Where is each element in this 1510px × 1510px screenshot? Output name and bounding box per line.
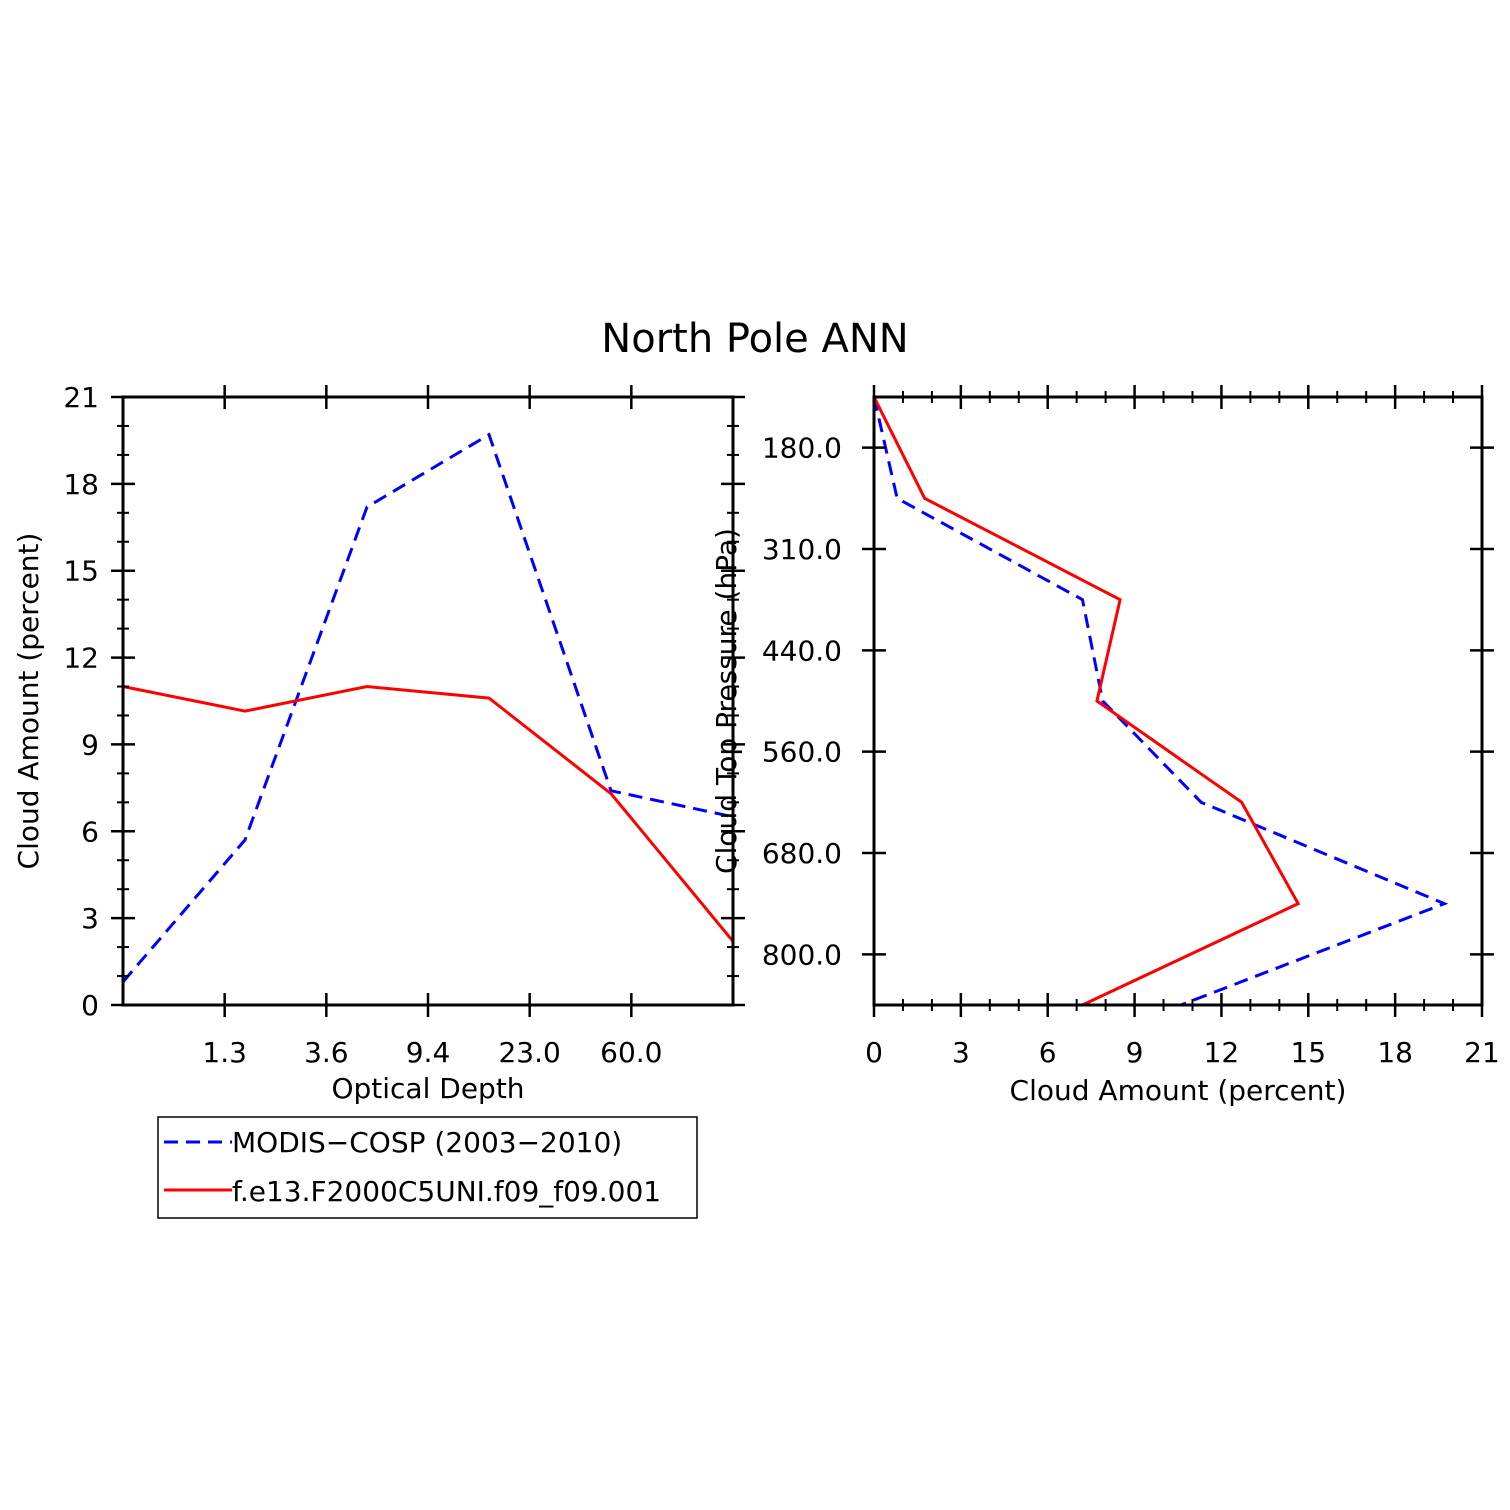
right-y-tick-label: 560.0 (762, 736, 842, 769)
optical-depth-panel: 0 3 6 9 12 15 18 21 1.3 3.6 9.4 23.0 60.0 Optical De… (12, 381, 745, 1105)
right-y-tick-label: 680.0 (762, 837, 842, 870)
right-model-line (872, 396, 1301, 1007)
right-obs-line (872, 396, 1449, 1007)
legend-frame (157, 1116, 698, 1219)
right-series-group (872, 396, 1449, 1007)
page-title: North Pole ANN (601, 316, 908, 362)
left-obs-line (121, 432, 734, 983)
left-x-tick-label: 9.4 (406, 1036, 451, 1069)
left-y-tick-label: 3 (81, 902, 99, 935)
left-series-group (121, 432, 735, 983)
left-y-tick-label: 21 (63, 381, 99, 414)
left-y-tick-label: 0 (81, 989, 99, 1022)
right-x-tick-label: 6 (1039, 1036, 1057, 1069)
left-x-tick-label: 23.0 (498, 1036, 560, 1069)
right-x-tick-label: 18 (1377, 1036, 1413, 1069)
left-y-tick-label: 6 (81, 815, 99, 848)
right-y-tick-label: 440.0 (762, 634, 842, 667)
right-y-axis-label: Cloud Top Pressure (hPa) (710, 528, 743, 874)
right-y-tick-label: 800.0 (762, 938, 842, 971)
legend: MODIS−COSP (2003−2010) f.e13.F2000C5UNI.… (157, 1116, 698, 1219)
right-x-axis-label: Cloud Amount (percent) (1010, 1074, 1347, 1107)
right-ticks-group: 0 3 6 9 12 15 18 21 180.0 310.0 440.0 560.0 680.0 800… (762, 385, 1500, 1069)
right-x-tick-label: 12 (1204, 1036, 1240, 1069)
left-y-axis-label: Cloud Amount (percent) (12, 533, 45, 870)
left-model-line (122, 685, 735, 943)
right-y-tick-label: 180.0 (762, 432, 842, 465)
left-x-tick-label: 1.3 (202, 1036, 247, 1069)
left-plot-frame (121, 395, 735, 1007)
right-x-tick-label: 15 (1290, 1036, 1326, 1069)
legend-model-label: f.e13.F2000C5UNI.f09_f09.001 (232, 1175, 661, 1208)
right-x-tick-label: 0 (865, 1036, 883, 1069)
right-x-tick-label: 9 (1126, 1036, 1144, 1069)
right-plot-frame (872, 395, 1484, 1007)
left-x-axis-label: Optical Depth (331, 1072, 524, 1105)
left-ticks-group: 0 3 6 9 12 15 18 21 1.3 3.6 9.4 23.0 60.0 (63, 381, 745, 1069)
right-x-tick-label: 21 (1464, 1036, 1500, 1069)
right-y-tick-label: 310.0 (762, 533, 842, 566)
left-y-tick-label: 18 (63, 468, 99, 501)
legend-obs-label: MODIS−COSP (2003−2010) (232, 1126, 622, 1159)
left-y-tick-label: 12 (63, 642, 99, 675)
left-x-tick-label: 60.0 (600, 1036, 662, 1069)
left-x-tick-label: 3.6 (304, 1036, 349, 1069)
right-x-tick-label: 3 (952, 1036, 970, 1069)
cloud-top-pressure-panel: 0 3 6 9 12 15 18 21 180.0 310.0 440.0 560.0 680.0 800… (710, 385, 1500, 1107)
left-y-tick-label: 15 (63, 555, 99, 588)
left-y-tick-label: 9 (81, 728, 99, 761)
